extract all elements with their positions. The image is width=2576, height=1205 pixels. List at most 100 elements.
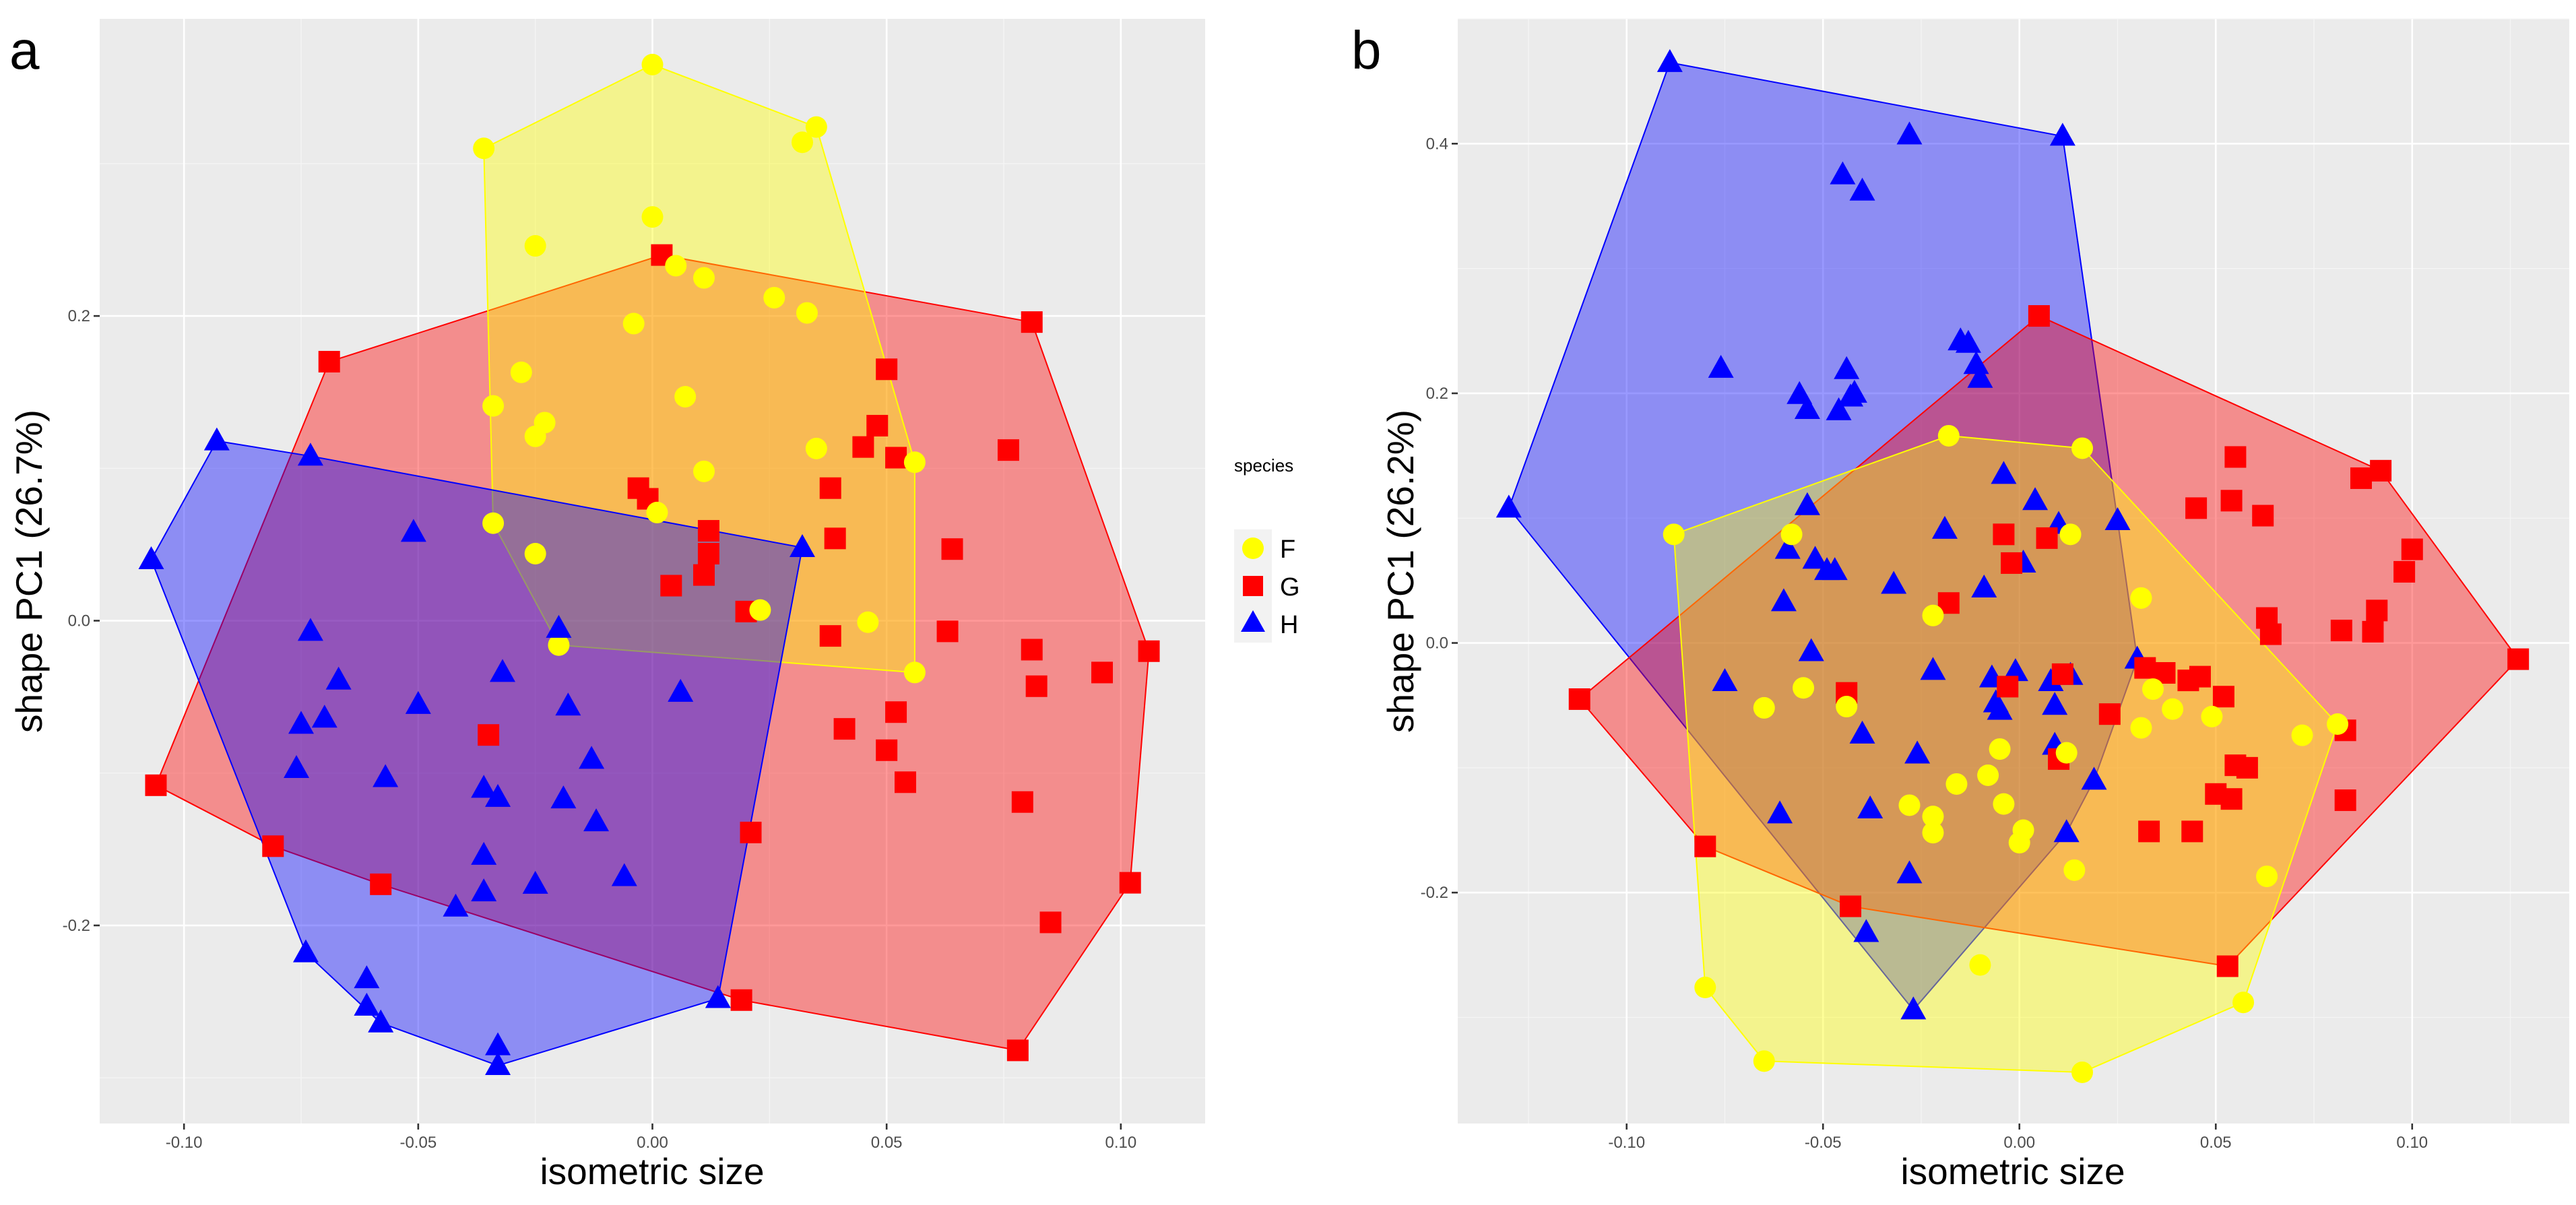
point-g: [819, 477, 841, 499]
x-tick-label: 0.00: [2003, 1134, 2035, 1152]
point-f: [2130, 587, 2152, 609]
panel-b-y-axis-title: shape PC1 (26.2%): [1380, 410, 1421, 733]
point-g: [2220, 788, 2243, 810]
point-h: [1786, 381, 1813, 404]
point-g: [2212, 686, 2234, 708]
point-f: [641, 53, 664, 75]
point-g: [1091, 661, 1114, 684]
x-tick-label: 0.10: [1105, 1134, 1136, 1152]
point-h: [443, 893, 469, 917]
point-h: [790, 533, 816, 557]
y-tick-label: 0.2: [68, 307, 90, 325]
point-g: [2185, 497, 2208, 519]
point-g: [2138, 820, 2160, 843]
point-h: [284, 754, 310, 778]
point-f: [1694, 977, 1716, 999]
point-f: [693, 267, 715, 289]
point-g: [2334, 789, 2356, 812]
point-f: [2142, 678, 2164, 701]
panel-a-points: [138, 53, 1160, 1076]
point-g: [2370, 459, 2392, 482]
x-tick-label: 0.05: [871, 1134, 903, 1152]
point-f: [1753, 696, 1775, 719]
point-h: [550, 785, 577, 809]
point-h: [485, 1052, 511, 1076]
point-f: [1753, 1050, 1775, 1072]
point-h: [2081, 767, 2107, 790]
point-g: [2001, 552, 2023, 574]
point-f: [2327, 713, 2349, 736]
point-f: [622, 313, 645, 335]
point-f: [1945, 773, 1968, 795]
point-h: [1794, 492, 1820, 515]
point-f: [2063, 859, 2086, 881]
point-g: [819, 625, 841, 647]
point-g: [262, 835, 284, 857]
point-h: [1955, 329, 1981, 353]
point-g: [478, 724, 500, 746]
point-h: [1826, 397, 1852, 420]
point-h: [1841, 379, 1867, 403]
point-f: [548, 634, 570, 656]
point-g: [2098, 703, 2121, 725]
point-f: [1993, 793, 2015, 815]
point-f: [2008, 832, 2030, 854]
point-f: [857, 611, 879, 633]
point-f: [482, 512, 505, 534]
legend-item-h[interactable]: H: [1241, 610, 1298, 639]
point-g: [2220, 490, 2243, 512]
point-f: [1898, 794, 1921, 816]
panel-a-y-axis: -0.2 0.0 0.2: [63, 307, 100, 935]
hull-g: [1578, 315, 2519, 967]
y-tick-label: 0.0: [68, 612, 90, 630]
x-tick-label: -0.10: [166, 1134, 203, 1152]
point-f: [1989, 738, 2011, 760]
panel-b-y-axis: -0.2 0.0 0.2 0.4: [1421, 135, 1458, 902]
point-f: [796, 302, 818, 324]
point-g: [2051, 663, 2073, 685]
panel-b-points: [1495, 48, 2530, 1084]
y-tick-label: -0.2: [1421, 884, 1448, 902]
point-h: [405, 690, 431, 714]
legend-label-g: G: [1280, 573, 1300, 601]
point-h: [522, 870, 548, 894]
point-f: [1922, 604, 1944, 626]
panel-a: a -0.10 -0.05 0.00 0.05 0.10 -0.2 0.0 0.2 isom…: [8, 19, 1205, 1192]
legend-item-g[interactable]: G: [1243, 573, 1300, 601]
point-f: [903, 661, 926, 684]
point-g: [730, 989, 752, 1011]
point-h: [1971, 575, 1997, 598]
point-h: [354, 965, 380, 989]
point-g: [2036, 527, 2058, 549]
y-tick-label: 0.4: [1426, 135, 1448, 153]
point-h: [354, 992, 380, 1016]
point-g: [885, 701, 907, 723]
point-g: [936, 620, 959, 643]
point-g: [1011, 791, 1033, 813]
point-h: [2053, 819, 2080, 843]
point-h: [2049, 123, 2075, 146]
point-h: [400, 519, 426, 542]
point-h: [1987, 696, 2013, 720]
point-f: [805, 437, 827, 459]
point-h: [138, 546, 164, 570]
point-g: [2236, 756, 2258, 779]
panel-a-x-axis: -0.10 -0.05 0.00 0.05 0.10: [166, 1123, 1136, 1152]
point-h: [1774, 535, 1801, 559]
legend-item-f[interactable]: F: [1242, 535, 1295, 564]
point-g: [1021, 639, 1043, 661]
point-g: [740, 821, 762, 843]
panel-b-x-axis: -0.10 -0.05 0.00 0.05 0.10: [1608, 1123, 2428, 1152]
point-h: [1849, 177, 1875, 201]
x-tick-label: -0.05: [399, 1134, 437, 1152]
point-g: [2350, 467, 2372, 489]
point-h: [373, 764, 399, 787]
point-f: [903, 451, 926, 474]
point-g: [370, 873, 392, 895]
point-f: [524, 235, 546, 257]
panel-a-y-axis-title: shape PC1 (26.7%): [8, 410, 50, 733]
point-h: [203, 427, 230, 451]
panel-b-x-axis-title: isometric size: [1900, 1150, 2125, 1192]
point-h: [288, 711, 314, 734]
point-g: [2362, 620, 2384, 643]
